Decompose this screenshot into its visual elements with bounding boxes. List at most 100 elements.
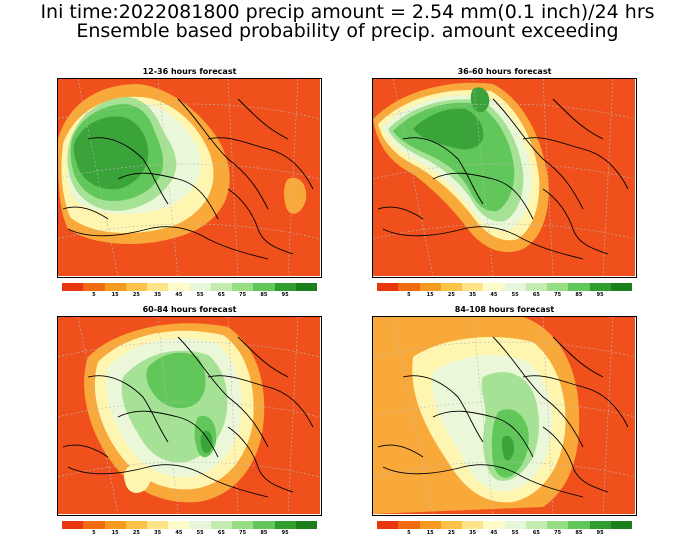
colorbar-swatch (62, 521, 84, 529)
colorbar-labels-panel-4: 5 15 25 35 45 55 65 75 85 95 (377, 530, 632, 538)
colorbar-tick-label: 55 (511, 530, 519, 536)
colorbar-tick-label: 15 (426, 292, 434, 298)
colorbar-swatch (568, 521, 590, 529)
colorbar-tick-label: 95 (596, 530, 604, 536)
colorbar-swatch (147, 283, 169, 291)
colorbar-tick-label: 25 (447, 292, 455, 298)
colorbar-swatch (547, 283, 569, 291)
colorbar-tick-label: 75 (239, 292, 247, 298)
colorbar-tick-label: 65 (217, 292, 225, 298)
colorbar-swatch (253, 283, 275, 291)
colorbar-tick-label: 5 (407, 530, 411, 536)
colorbar-swatch (147, 521, 169, 529)
colorbar-panel-1 (62, 283, 317, 291)
colorbar-swatch (440, 521, 462, 529)
map-panel-60-84 (57, 316, 322, 516)
colorbar-swatch (419, 283, 441, 291)
colorbar-swatch (62, 283, 84, 291)
colorbar-swatch (189, 283, 211, 291)
colorbar-tick-label: 25 (132, 530, 140, 536)
colorbar-tick-label: 95 (596, 292, 604, 298)
colorbar-tick-label: 65 (217, 530, 225, 536)
colorbar-tick-label: 65 (532, 530, 540, 536)
colorbar-tick-label: 85 (575, 292, 583, 298)
colorbar-swatch (295, 283, 317, 291)
colorbar-swatch (440, 283, 462, 291)
colorbar-tick-label: 75 (554, 292, 562, 298)
colorbar-swatch (568, 283, 590, 291)
colorbar-tick-label: 45 (490, 292, 498, 298)
colorbar-tick-label: 25 (447, 530, 455, 536)
title-line-2: Ensemble based probability of precip. am… (76, 20, 619, 42)
colorbar-swatch (419, 521, 441, 529)
colorbar-tick-label: 35 (154, 292, 162, 298)
colorbar-swatch (525, 521, 547, 529)
panel-title-36-60: 36-60 hours forecast (457, 67, 552, 76)
colorbar-swatch (589, 283, 611, 291)
colorbar-swatch (104, 521, 126, 529)
colorbar-tick-label: 55 (196, 292, 204, 298)
title-line-1: Ini time:2022081800 precip amount = 2.54… (40, 1, 655, 23)
colorbar-tick-label: 35 (469, 292, 477, 298)
colorbar-swatch (547, 521, 569, 529)
colorbar-tick-label: 5 (407, 292, 411, 298)
colorbar-labels-panel-2: 5 15 25 35 45 55 65 75 85 95 (377, 292, 632, 300)
colorbar-tick-label: 75 (239, 530, 247, 536)
colorbar-panel-3 (62, 521, 317, 529)
colorbar-swatch (125, 283, 147, 291)
colorbar-swatch (104, 283, 126, 291)
colorbar-tick-label: 85 (260, 292, 268, 298)
colorbar-swatch (168, 521, 190, 529)
colorbar-tick-label: 45 (490, 530, 498, 536)
colorbar-swatch (483, 521, 505, 529)
colorbar-swatch (83, 283, 105, 291)
colorbar-tick-label: 15 (111, 530, 119, 536)
map-panel-12-36 (57, 78, 322, 278)
colorbar-swatch (274, 283, 296, 291)
colorbar-tick-label: 15 (111, 292, 119, 298)
colorbar-swatch (610, 521, 632, 529)
colorbar-swatch (462, 283, 484, 291)
colorbar-tick-label: 75 (554, 530, 562, 536)
colorbar-swatch (504, 283, 526, 291)
colorbar-tick-label: 85 (575, 530, 583, 536)
colorbar-tick-label: 55 (196, 530, 204, 536)
colorbar-swatch (610, 283, 632, 291)
colorbar-tick-label: 15 (426, 530, 434, 536)
colorbar-tick-label: 35 (154, 530, 162, 536)
colorbar-tick-label: 5 (92, 530, 96, 536)
colorbar-tick-label: 45 (175, 530, 183, 536)
colorbar-swatch (210, 283, 232, 291)
map-panel-36-60 (372, 78, 637, 278)
colorbar-tick-label: 65 (532, 292, 540, 298)
colorbar-swatch (125, 521, 147, 529)
panel-title-84-108: 84-108 hours forecast (454, 305, 555, 314)
colorbar-labels-panel-1: 5 15 25 35 45 55 65 75 85 95 (62, 292, 317, 300)
colorbar-tick-label: 5 (92, 292, 96, 298)
colorbar-swatch (462, 521, 484, 529)
colorbar-swatch (274, 521, 296, 529)
colorbar-tick-label: 25 (132, 292, 140, 298)
colorbar-swatch (83, 521, 105, 529)
colorbar-swatch (398, 521, 420, 529)
colorbar-tick-label: 45 (175, 292, 183, 298)
colorbar-panel-4 (377, 521, 632, 529)
panel-title-60-84: 60-84 hours forecast (142, 305, 237, 314)
colorbar-labels-panel-3: 5 15 25 35 45 55 65 75 85 95 (62, 530, 317, 538)
colorbar-tick-label: 85 (260, 530, 268, 536)
colorbar-swatch (168, 283, 190, 291)
colorbar-swatch (253, 521, 275, 529)
colorbar-swatch (189, 521, 211, 529)
colorbar-swatch (525, 283, 547, 291)
colorbar-swatch (210, 521, 232, 529)
colorbar-swatch (589, 521, 611, 529)
colorbar-tick-label: 35 (469, 530, 477, 536)
colorbar-tick-label: 95 (281, 530, 289, 536)
colorbar-panel-2 (377, 283, 632, 291)
map-panel-84-108 (372, 316, 637, 516)
colorbar-tick-label: 95 (281, 292, 289, 298)
colorbar-swatch (504, 521, 526, 529)
colorbar-swatch (483, 283, 505, 291)
colorbar-swatch (232, 283, 254, 291)
colorbar-swatch (398, 283, 420, 291)
